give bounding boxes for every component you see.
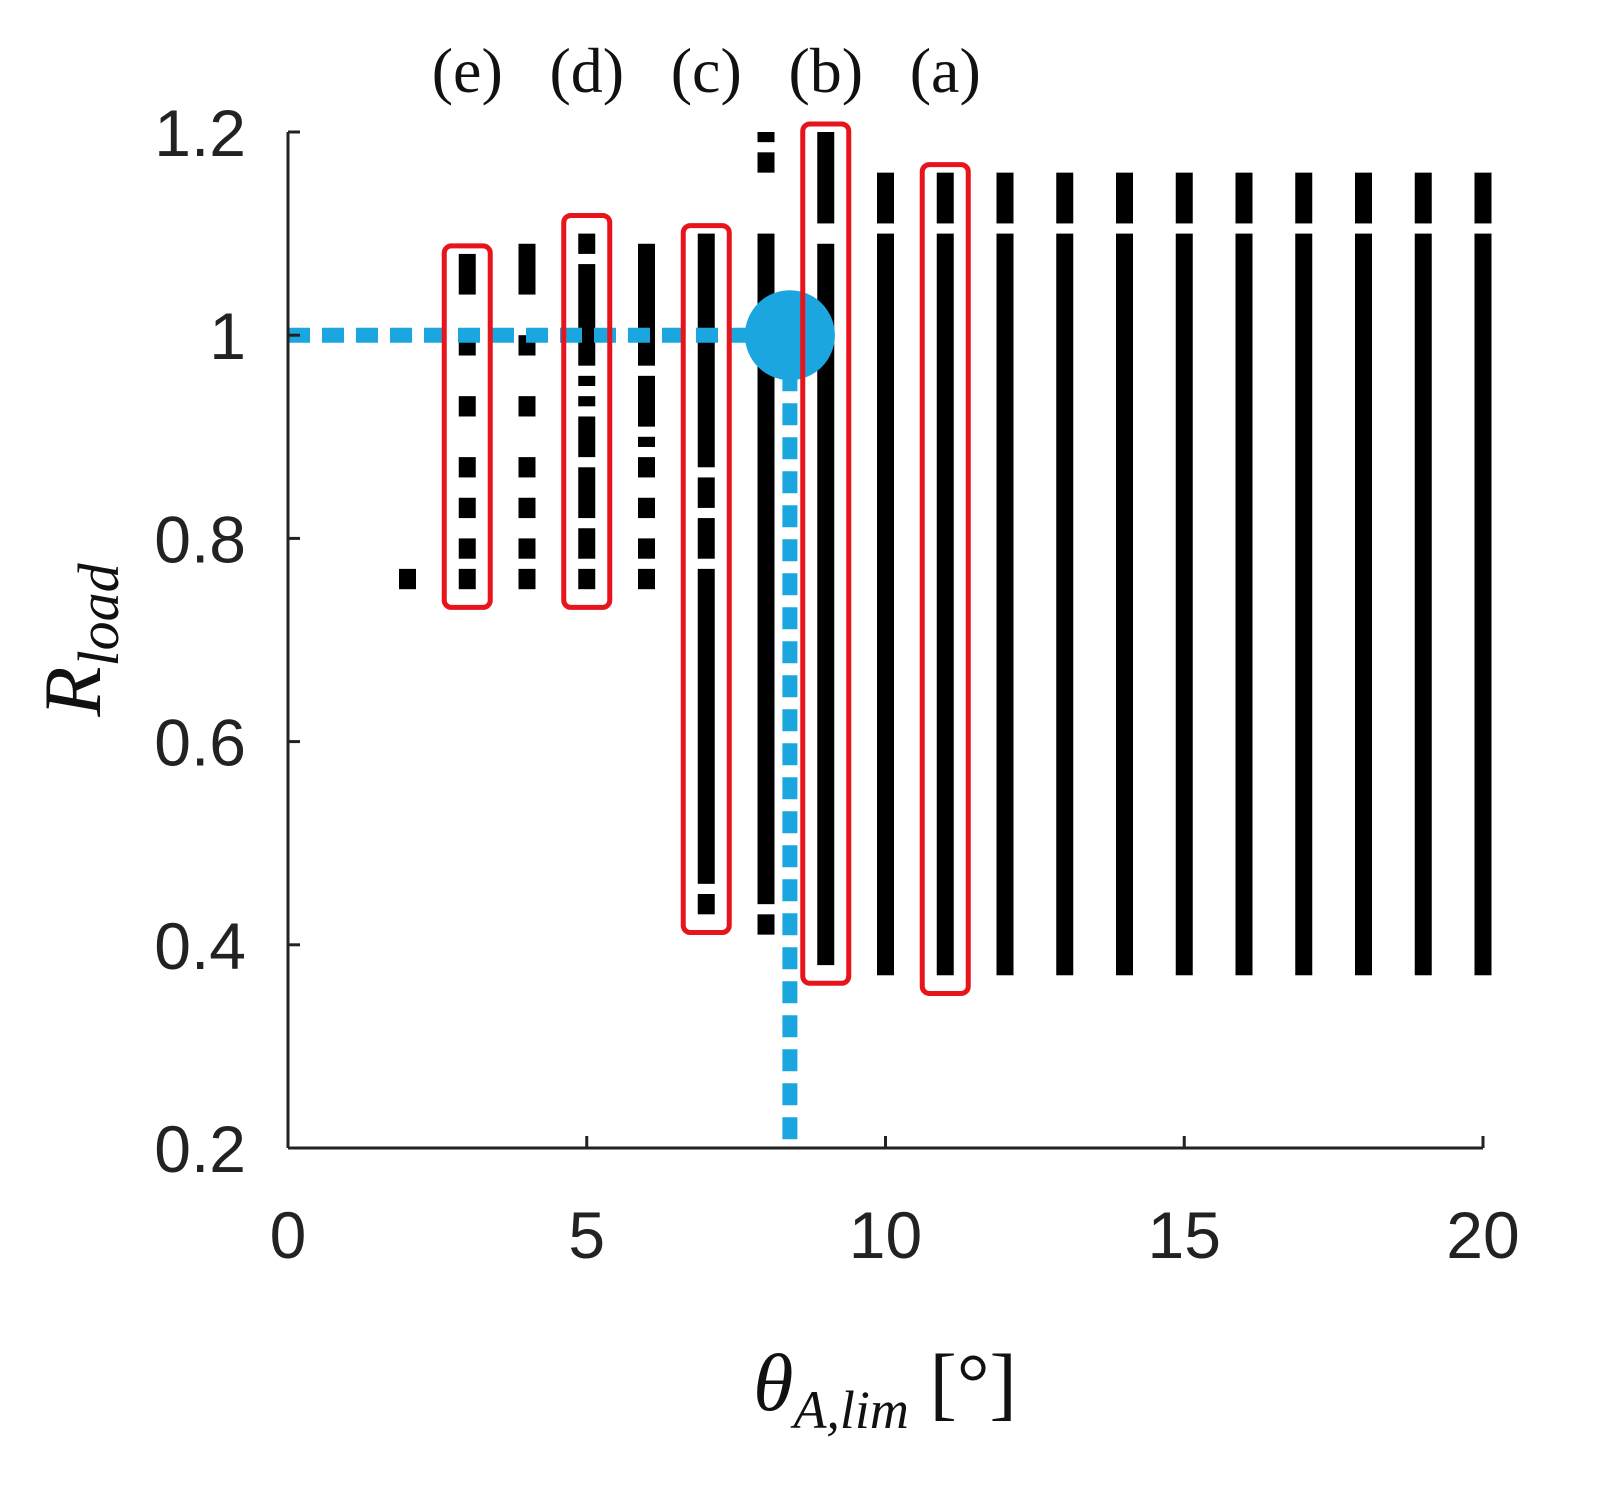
data-bar-segment-x16 xyxy=(1235,233,1253,976)
highlight-box-c xyxy=(680,223,732,935)
case-label-e: (e) xyxy=(432,35,503,106)
y-tick-label: 1 xyxy=(209,299,246,373)
operating-point-marker xyxy=(744,290,835,381)
data-bar-segment-x10 xyxy=(877,172,894,224)
data-bar-segment-x11 xyxy=(936,233,954,976)
text-layer: (a) (b) (c) (d) (e) 0 5 10 15 20 0.2 0.4 0.6 0.8 1 1.2 θ… xyxy=(27,35,1520,1440)
data-bar-segment-x7 xyxy=(697,477,715,508)
data-bar-segment-x3 xyxy=(458,457,476,478)
data-bar-segment-x12 xyxy=(996,172,1014,224)
highlight-box-b xyxy=(800,121,852,986)
y-tick-label: 0.2 xyxy=(154,1112,246,1186)
data-bar-segment-x17 xyxy=(1295,233,1313,976)
bars-layer xyxy=(399,132,1492,976)
highlight-box-d xyxy=(561,212,613,610)
y-tick-label: 0.4 xyxy=(154,909,246,983)
highlight-box-layer xyxy=(441,121,971,996)
data-bar-segment-x7 xyxy=(697,894,715,915)
data-bar-segment-x5 xyxy=(578,375,596,386)
data-bar-segment-x3 xyxy=(458,253,476,295)
guide-layer xyxy=(288,290,835,1148)
data-bar-segment-x7 xyxy=(697,233,715,468)
data-bar-segment-x4 xyxy=(518,568,536,590)
data-bar-segment-x13 xyxy=(1056,233,1074,976)
highlight-box-a xyxy=(919,162,971,996)
data-bar-segment-x15 xyxy=(1175,233,1193,976)
data-bar-segment-x5 xyxy=(578,264,596,366)
data-bar-segment-x3 xyxy=(458,396,476,417)
data-bar-segment-x5 xyxy=(578,528,596,559)
data-bar-segment-x9 xyxy=(817,132,835,224)
data-bar-segment-x4 xyxy=(518,497,536,519)
data-bar-segment-x4 xyxy=(518,457,536,478)
data-bar-segment-x8 xyxy=(757,132,775,143)
data-bar-segment-x19 xyxy=(1414,233,1432,976)
data-bar-segment-x5 xyxy=(578,467,596,519)
data-bar-segment-x9 xyxy=(817,243,835,966)
data-bar-segment-x13 xyxy=(1056,172,1074,224)
x-axis-symbol: θ xyxy=(753,1337,793,1428)
data-bar-segment-x8 xyxy=(757,233,775,905)
data-bar-segment-x6 xyxy=(638,497,655,519)
highlight-box-e xyxy=(441,243,493,610)
data-bar-segment-x19 xyxy=(1414,172,1432,224)
y-tick-label: 0.6 xyxy=(154,706,246,780)
case-label-b: (b) xyxy=(788,35,863,106)
data-bar-segment-x14 xyxy=(1116,172,1133,224)
data-bar-segment-x6 xyxy=(638,243,655,366)
case-label-c: (c) xyxy=(671,35,742,106)
data-bar-segment-x12 xyxy=(996,233,1014,976)
data-bar-segment-x8 xyxy=(757,152,775,173)
data-bar-segment-x4 xyxy=(518,396,536,417)
x-axis-subscript: A,lim xyxy=(790,1380,909,1440)
x-tick-label: 5 xyxy=(568,1198,605,1272)
data-bar-segment-x3 xyxy=(458,497,476,519)
axis-layer xyxy=(286,130,1485,1150)
data-bar-segment-x6 xyxy=(638,538,655,559)
data-bar-segment-x5 xyxy=(578,233,596,254)
y-axis-symbol: R xyxy=(27,667,118,718)
data-bar-segment-x20 xyxy=(1474,172,1492,224)
x-tick-label: 15 xyxy=(1148,1198,1221,1272)
data-bar-segment-x16 xyxy=(1235,172,1253,224)
data-bar-segment-x18 xyxy=(1355,172,1372,224)
case-label-a: (a) xyxy=(910,35,981,106)
data-bar-segment-x18 xyxy=(1355,233,1372,976)
data-bar-segment-x17 xyxy=(1295,172,1313,224)
data-bar-segment-x3 xyxy=(458,538,476,559)
data-bar-segment-x5 xyxy=(578,396,596,407)
data-bar-segment-x15 xyxy=(1175,172,1193,224)
y-tick-label: 1.2 xyxy=(154,96,246,170)
x-tick-label: 20 xyxy=(1446,1198,1519,1272)
data-bar-segment-x14 xyxy=(1116,233,1133,976)
data-bar-segment-x3 xyxy=(458,568,476,590)
data-bar-segment-x5 xyxy=(578,568,596,590)
data-bar-segment-x10 xyxy=(877,233,894,976)
data-bar-segment-x6 xyxy=(638,436,655,447)
x-axis-title: θA,lim [°] xyxy=(753,1337,1017,1440)
data-bar-segment-x6 xyxy=(638,375,655,427)
y-axis-title: Rload xyxy=(27,562,131,717)
data-bar-segment-x11 xyxy=(936,172,954,224)
data-bar-segment-x20 xyxy=(1474,233,1492,976)
x-tick-label: 0 xyxy=(270,1198,307,1272)
data-bar-segment-x4 xyxy=(518,538,536,559)
data-bar-segment-x8 xyxy=(757,914,775,935)
data-bar-segment-x6 xyxy=(638,457,655,478)
data-bar-segment-x2 xyxy=(399,568,416,590)
data-bar-segment-x5 xyxy=(578,416,596,458)
data-bar-segment-x6 xyxy=(638,568,655,590)
x-axis-unit: [°] xyxy=(909,1337,1017,1428)
data-bar-segment-x4 xyxy=(518,243,536,295)
y-axis-subscript: load xyxy=(66,562,131,666)
case-label-d: (d) xyxy=(549,35,624,106)
y-tick-label: 0.8 xyxy=(154,502,246,576)
data-bar-segment-x7 xyxy=(697,568,715,884)
x-tick-label: 10 xyxy=(849,1198,922,1272)
data-bar-segment-x7 xyxy=(697,518,715,559)
